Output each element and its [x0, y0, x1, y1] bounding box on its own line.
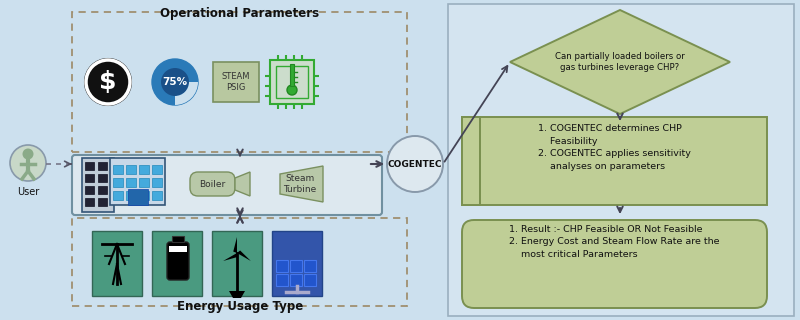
- Text: 1. COGENTEC determines CHP
    Feasibility
2. COGENTEC applies sensitivity
    a: 1. COGENTEC determines CHP Feasibility 2…: [538, 124, 690, 171]
- Polygon shape: [223, 253, 238, 261]
- Bar: [276, 260, 288, 272]
- Bar: [85, 174, 94, 182]
- Text: STEAM
PSIG: STEAM PSIG: [222, 72, 250, 92]
- Text: 1. Result :- CHP Feasible OR Not Feasible
2. Energy Cost and Steam Flow Rate are: 1. Result :- CHP Feasible OR Not Feasibl…: [509, 225, 719, 259]
- Bar: [152, 165, 162, 174]
- Bar: [85, 162, 94, 170]
- Bar: [98, 198, 107, 206]
- Text: $: $: [99, 70, 117, 94]
- Bar: [98, 174, 107, 182]
- Bar: [126, 178, 136, 187]
- Bar: [139, 191, 149, 200]
- Bar: [113, 178, 123, 187]
- Bar: [98, 162, 107, 170]
- FancyBboxPatch shape: [462, 220, 767, 308]
- Bar: [98, 186, 107, 194]
- Polygon shape: [229, 291, 245, 298]
- Bar: [152, 231, 202, 296]
- Text: Can partially loaded boilers or
gas turbines leverage CHP?: Can partially loaded boilers or gas turb…: [555, 52, 685, 72]
- Bar: [172, 236, 184, 242]
- Polygon shape: [237, 251, 251, 261]
- Bar: [448, 4, 794, 316]
- Circle shape: [161, 68, 189, 96]
- Circle shape: [22, 148, 34, 159]
- Wedge shape: [175, 82, 198, 105]
- Text: COGENTEC: COGENTEC: [388, 159, 442, 169]
- FancyBboxPatch shape: [190, 172, 235, 196]
- Bar: [272, 231, 322, 296]
- Text: Operational Parameters: Operational Parameters: [161, 7, 319, 20]
- FancyBboxPatch shape: [462, 117, 767, 205]
- Bar: [113, 165, 123, 174]
- Circle shape: [152, 59, 198, 105]
- FancyBboxPatch shape: [167, 242, 189, 280]
- Polygon shape: [235, 172, 250, 196]
- Bar: [270, 60, 314, 104]
- Text: Energy Usage Type: Energy Usage Type: [177, 300, 303, 313]
- Bar: [169, 246, 187, 252]
- Bar: [85, 198, 94, 206]
- Bar: [139, 165, 149, 174]
- Bar: [139, 178, 149, 187]
- Bar: [110, 158, 165, 205]
- Bar: [152, 191, 162, 200]
- Bar: [113, 191, 123, 200]
- Text: User: User: [17, 187, 39, 197]
- Bar: [72, 218, 407, 306]
- Bar: [82, 158, 114, 212]
- Bar: [92, 231, 142, 296]
- Circle shape: [10, 145, 46, 181]
- Text: Boiler: Boiler: [199, 180, 225, 188]
- Bar: [462, 117, 480, 205]
- Bar: [213, 62, 259, 102]
- Bar: [276, 66, 308, 98]
- Bar: [85, 186, 94, 194]
- Polygon shape: [280, 166, 323, 202]
- Bar: [290, 260, 302, 272]
- Bar: [152, 178, 162, 187]
- Circle shape: [387, 136, 443, 192]
- Bar: [72, 12, 407, 152]
- Polygon shape: [510, 10, 730, 114]
- Bar: [304, 274, 316, 286]
- Text: 75%: 75%: [162, 77, 187, 87]
- FancyBboxPatch shape: [72, 155, 382, 215]
- Circle shape: [287, 85, 297, 95]
- Bar: [290, 274, 302, 286]
- Circle shape: [85, 59, 131, 105]
- Bar: [126, 191, 136, 200]
- Bar: [304, 260, 316, 272]
- Bar: [128, 189, 148, 205]
- Polygon shape: [234, 237, 237, 253]
- Bar: [290, 64, 294, 86]
- Bar: [276, 274, 288, 286]
- Text: Steam
Turbine: Steam Turbine: [283, 174, 317, 194]
- Bar: [212, 231, 262, 296]
- Bar: [126, 165, 136, 174]
